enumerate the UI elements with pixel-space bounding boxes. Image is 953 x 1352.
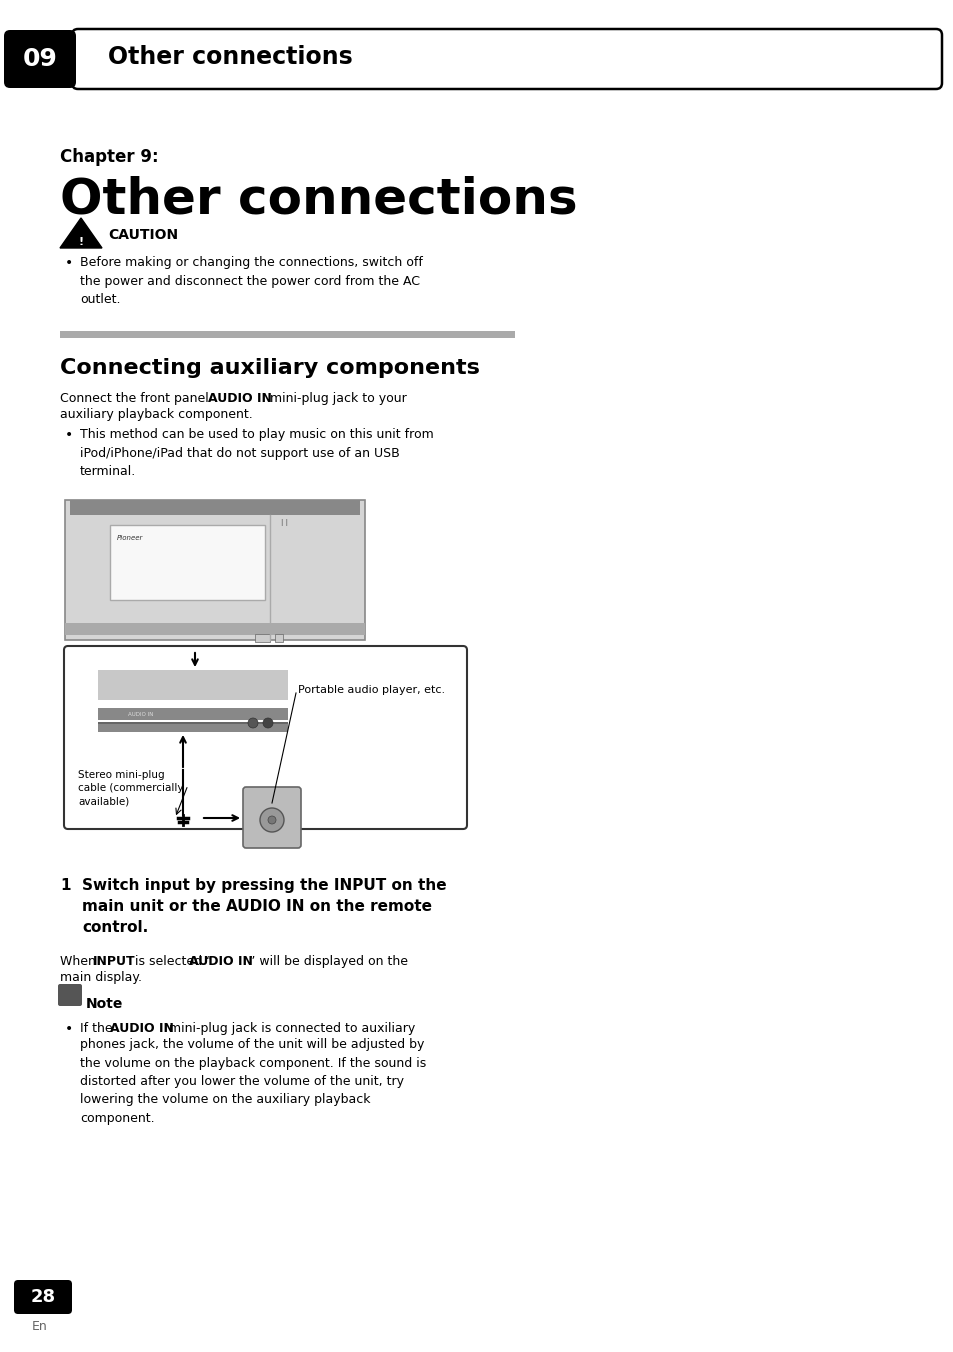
Polygon shape (60, 218, 102, 247)
FancyBboxPatch shape (243, 787, 301, 848)
FancyBboxPatch shape (71, 28, 941, 89)
Text: If the: If the (80, 1022, 116, 1036)
Text: mini-plug jack to your: mini-plug jack to your (266, 392, 406, 406)
Text: 1: 1 (60, 877, 71, 894)
Text: This method can be used to play music on this unit from
iPod/iPhone/iPad that do: This method can be used to play music on… (80, 429, 434, 479)
Text: INPUT: INPUT (92, 955, 135, 968)
Circle shape (268, 817, 275, 823)
Bar (65, 623, 365, 635)
Text: Note: Note (86, 996, 123, 1011)
Text: Other connections: Other connections (60, 174, 577, 223)
Text: •: • (65, 1022, 73, 1036)
Text: Portable audio player, etc.: Portable audio player, etc. (297, 685, 445, 695)
FancyBboxPatch shape (58, 984, 82, 1006)
Text: •: • (65, 256, 73, 270)
Text: Connecting auxiliary components: Connecting auxiliary components (60, 358, 479, 379)
Text: | |: | | (281, 519, 288, 526)
Text: Chapter 9:: Chapter 9: (60, 147, 158, 166)
Text: Connect the front panel: Connect the front panel (60, 392, 213, 406)
Bar (254, 634, 270, 642)
Text: main display.: main display. (60, 971, 142, 984)
Bar (98, 722, 288, 727)
Text: AUDIO IN: AUDIO IN (208, 392, 272, 406)
Text: •: • (65, 429, 73, 442)
Circle shape (260, 808, 284, 831)
Text: is selected “: is selected “ (131, 955, 213, 968)
Bar (98, 671, 288, 700)
Circle shape (248, 718, 257, 727)
Text: AUDIO IN: AUDIO IN (128, 713, 153, 718)
Text: Switch input by pressing the INPUT on the
main unit or the AUDIO IN on the remot: Switch input by pressing the INPUT on th… (82, 877, 446, 936)
Text: En: En (32, 1320, 48, 1333)
Text: mini-plug jack is connected to auxiliary: mini-plug jack is connected to auxiliary (165, 1022, 415, 1036)
Bar (274, 634, 283, 642)
Text: When: When (60, 955, 100, 968)
FancyBboxPatch shape (4, 30, 76, 88)
Text: AUDIO IN: AUDIO IN (110, 1022, 173, 1036)
Bar (65, 500, 365, 639)
Bar (98, 708, 288, 721)
Text: Stereo mini-plug
cable (commercially
available): Stereo mini-plug cable (commercially ava… (78, 771, 183, 806)
Bar (60, 331, 515, 338)
Text: ✏: ✏ (65, 1006, 75, 1019)
Text: Before making or changing the connections, switch off
the power and disconnect t: Before making or changing the connection… (80, 256, 422, 306)
Text: phones jack, the volume of the unit will be adjusted by
the volume on the playba: phones jack, the volume of the unit will… (80, 1038, 426, 1125)
Text: 28: 28 (30, 1288, 55, 1306)
Text: ” will be displayed on the: ” will be displayed on the (249, 955, 408, 968)
Text: AUDIO IN: AUDIO IN (189, 955, 253, 968)
Bar (98, 725, 288, 731)
Text: !: ! (78, 237, 84, 247)
FancyBboxPatch shape (64, 646, 467, 829)
Circle shape (263, 718, 273, 727)
Text: Other connections: Other connections (108, 45, 353, 69)
FancyBboxPatch shape (14, 1280, 71, 1314)
Text: auxiliary playback component.: auxiliary playback component. (60, 408, 253, 420)
Text: CAUTION: CAUTION (108, 228, 178, 242)
Text: 09: 09 (23, 47, 57, 72)
Text: Pioneer: Pioneer (117, 535, 143, 541)
Bar (70, 500, 359, 515)
Bar (110, 525, 265, 600)
